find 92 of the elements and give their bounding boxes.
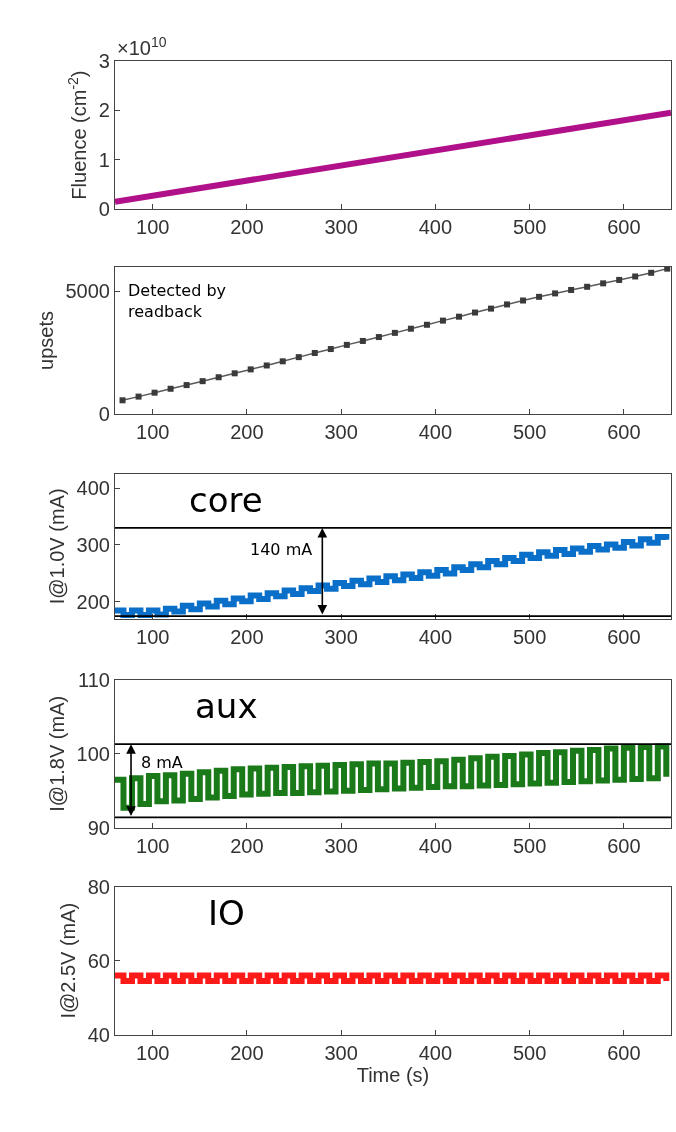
y-axis-title: I@2.5V (mA) xyxy=(57,902,80,1019)
point xyxy=(247,366,254,373)
point xyxy=(504,301,511,308)
x-tick-label: 300 xyxy=(324,216,358,239)
x-tick-label: 400 xyxy=(418,626,453,649)
x-tick-label: 600 xyxy=(607,834,641,857)
point xyxy=(151,389,158,396)
x-tick-label: 400 xyxy=(418,1041,453,1064)
point xyxy=(359,337,366,344)
annotation: 140 mA xyxy=(250,540,313,559)
point xyxy=(263,362,270,369)
point xyxy=(119,397,126,404)
point xyxy=(616,276,623,283)
y-tick-label: 40 xyxy=(87,1023,110,1046)
point xyxy=(471,309,478,316)
chart-title: IO xyxy=(208,893,245,933)
x-axis-title: Time (s) xyxy=(356,1063,430,1086)
point xyxy=(407,325,414,332)
y-tick-label: 110 xyxy=(78,668,110,691)
x-tick-label: 400 xyxy=(418,216,453,239)
point xyxy=(343,341,350,348)
point xyxy=(327,346,334,353)
x-tick-label: 500 xyxy=(512,834,547,857)
y-tick-label: 100 xyxy=(76,742,110,765)
y-tick-label: 0 xyxy=(98,403,110,426)
point xyxy=(423,321,430,328)
point xyxy=(600,280,607,287)
x-tick-label: 400 xyxy=(418,421,453,444)
point xyxy=(311,349,318,356)
x-tick-label: 300 xyxy=(324,834,358,857)
x-tick-label: 200 xyxy=(230,421,264,444)
y-axis-title: upsets xyxy=(34,311,57,370)
x-tick-label: 100 xyxy=(136,1041,170,1064)
x-tick-label: 500 xyxy=(512,421,547,444)
y-tick-label: 400 xyxy=(76,477,110,500)
y-tick-label: 200 xyxy=(76,590,110,613)
point xyxy=(648,269,655,276)
y-axis-title: I@1.8V (mA) xyxy=(46,695,69,812)
x-tick-label: 300 xyxy=(324,1041,358,1064)
point xyxy=(488,305,495,312)
x-tick-label: 500 xyxy=(512,626,547,649)
point xyxy=(439,317,446,324)
x-tick-label: 600 xyxy=(607,1041,641,1064)
x-tick-label: 100 xyxy=(136,834,170,857)
annotation: Detected by readback xyxy=(128,281,227,321)
point xyxy=(135,393,142,400)
y-tick-label: 300 xyxy=(76,533,110,556)
point xyxy=(552,290,559,297)
x-tick-label: 100 xyxy=(136,421,170,444)
point xyxy=(279,358,286,365)
point xyxy=(568,286,575,293)
point xyxy=(295,354,302,361)
point xyxy=(455,313,462,320)
y-tick-label: 1 xyxy=(98,148,110,171)
point xyxy=(167,385,174,392)
point xyxy=(520,297,527,304)
x-tick-label: 100 xyxy=(136,626,170,649)
point xyxy=(391,329,398,336)
x-tick-label: 300 xyxy=(324,421,358,444)
point xyxy=(215,374,222,381)
chart-title: core xyxy=(189,480,263,520)
x-tick-label: 500 xyxy=(512,1041,547,1064)
y-tick-label: 0 xyxy=(98,198,110,221)
text: ×10$^{10}$ xyxy=(117,34,167,60)
chart-title: aux xyxy=(195,686,258,726)
point xyxy=(664,266,671,272)
point xyxy=(375,334,382,341)
x-tick-label: 600 xyxy=(607,626,641,649)
y-axis-title: I@1.0V (mA) xyxy=(46,488,69,605)
point xyxy=(231,370,238,377)
point xyxy=(536,293,543,300)
x-tick-label: 600 xyxy=(607,216,641,239)
point xyxy=(183,382,190,389)
y-tick-label: 90 xyxy=(87,816,110,839)
y-tick-label: 2 xyxy=(98,99,110,122)
y-tick-label: 80 xyxy=(87,875,110,898)
x-tick-label: 200 xyxy=(230,1041,264,1064)
point xyxy=(584,283,591,290)
x-tick-label: 300 xyxy=(324,626,358,649)
x-tick-label: 600 xyxy=(607,421,641,444)
x-tick-label: 200 xyxy=(230,216,264,239)
x-tick-label: 400 xyxy=(418,834,453,857)
annotation: 8 mA xyxy=(141,753,183,772)
x-tick-label: 200 xyxy=(230,626,264,649)
y-tick-label: 60 xyxy=(87,949,110,972)
point xyxy=(632,273,639,280)
x-tick-label: 100 xyxy=(136,216,170,239)
x-tick-label: 200 xyxy=(230,834,264,857)
y-tick-label: 3 xyxy=(98,50,110,73)
y-tick-label: 5000 xyxy=(65,280,110,303)
point xyxy=(199,378,206,385)
x-tick-label: 500 xyxy=(512,216,547,239)
